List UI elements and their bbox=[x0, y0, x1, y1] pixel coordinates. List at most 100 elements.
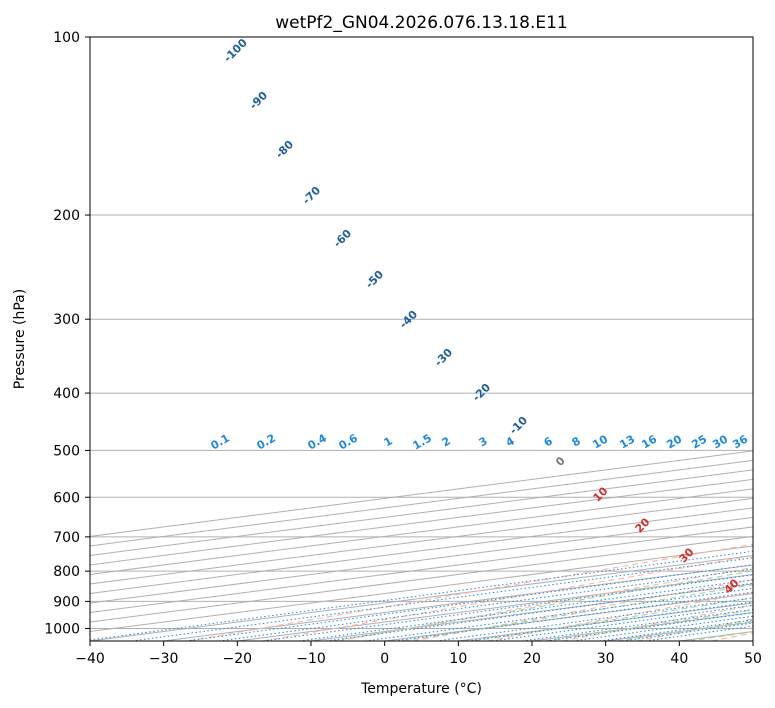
mixing-ratio-lines bbox=[90, 550, 753, 641]
mixing-ratio-label: 13 bbox=[617, 433, 637, 452]
x-tick-label: −20 bbox=[223, 651, 253, 667]
isotherm-line bbox=[90, 516, 753, 604]
mixing-ratio-label: 2 bbox=[440, 434, 453, 449]
x-tick-label: 10 bbox=[449, 651, 467, 667]
dry-adiabats bbox=[188, 543, 753, 641]
mixing-ratio-line bbox=[522, 608, 753, 641]
moist-adiabats bbox=[331, 570, 753, 641]
isotherm-line bbox=[679, 630, 753, 641]
mixing-ratio-label: 36 bbox=[730, 432, 750, 451]
grid-layer bbox=[90, 37, 753, 641]
isotherm-line bbox=[90, 478, 753, 566]
mixing-ratio-line bbox=[131, 557, 753, 641]
chart-title: wetPf2_GN04.2026.076.13.18.E11 bbox=[275, 13, 567, 33]
x-axis: −40 −30 −20 −10 0 10 20 30 40 50 bbox=[75, 641, 762, 667]
dry-adiabat bbox=[263, 555, 753, 641]
isotherm-line bbox=[90, 526, 753, 613]
y-tick-label: 700 bbox=[53, 530, 80, 546]
mixing-ratio-line bbox=[326, 582, 753, 641]
dry-adiabat bbox=[562, 604, 753, 641]
isotherm-label: -100 bbox=[221, 36, 250, 65]
moist-adiabat-label: 30 bbox=[677, 545, 697, 565]
isotherm-label: -60 bbox=[331, 227, 354, 250]
isotherm-line bbox=[310, 583, 753, 641]
y-tick-label: 300 bbox=[53, 312, 80, 328]
mixing-ratio-line bbox=[492, 604, 753, 641]
isotherm-label: -10 bbox=[507, 414, 530, 437]
moist-adiabat-label: 0 bbox=[553, 454, 568, 469]
isotherm-line bbox=[90, 488, 753, 575]
mixing-ratio-line bbox=[262, 574, 753, 641]
isotherm-label: -20 bbox=[470, 381, 493, 404]
mixing-ratio-line bbox=[467, 601, 753, 641]
y-tick-label: 600 bbox=[53, 490, 80, 506]
dry-adiabat bbox=[487, 591, 753, 641]
mixing-ratio-label: 25 bbox=[689, 433, 709, 452]
x-tick-label: 0 bbox=[380, 651, 389, 667]
mixing-ratio-line bbox=[572, 615, 753, 641]
moist-adiabat bbox=[544, 609, 753, 641]
isopleth-labels: -100 -90 -80-70 -60 -50 -40 -30 -20 -10 0.1 0.2 0.4… bbox=[209, 36, 751, 597]
y-tick-label: 100 bbox=[53, 30, 80, 46]
mixing-ratio-label: 0.6 bbox=[337, 431, 361, 452]
mixing-ratio-label: 3 bbox=[477, 434, 490, 449]
moist-adiabat bbox=[689, 631, 753, 641]
isotherm-line bbox=[90, 535, 753, 623]
y-tick-label: 800 bbox=[53, 564, 80, 580]
isotherm-line bbox=[90, 497, 753, 585]
isotherm-line bbox=[752, 640, 753, 641]
y-tick-label: 400 bbox=[53, 386, 80, 402]
y-tick-label: 500 bbox=[53, 443, 80, 459]
y-tick-label: 900 bbox=[53, 594, 80, 610]
moist-adiabat-label: 40 bbox=[722, 576, 742, 596]
mixing-ratio-label: 1.5 bbox=[411, 431, 434, 452]
mixing-ratio-line bbox=[645, 625, 753, 641]
isotherm-line bbox=[90, 450, 753, 537]
mixing-ratio-label: 30 bbox=[710, 432, 730, 451]
moist-adiabat bbox=[331, 570, 753, 641]
x-axis-title: Temperature (°C) bbox=[360, 681, 482, 697]
mixing-ratio-line bbox=[90, 550, 753, 641]
mixing-ratio-line bbox=[185, 564, 753, 641]
isotherm-line bbox=[90, 507, 753, 594]
moist-adiabat-label: 10 bbox=[591, 484, 611, 504]
mixing-ratio-label: 0.1 bbox=[209, 431, 232, 452]
isotherm-label: -80 bbox=[273, 138, 296, 161]
isotherm-line bbox=[458, 602, 753, 641]
moist-adiabat bbox=[473, 597, 753, 641]
y-axis: 100 200 300 400 500 600 700 800 900 1000 bbox=[44, 30, 90, 637]
x-tick-label: 20 bbox=[523, 651, 541, 667]
isotherm-label: -40 bbox=[397, 308, 420, 331]
mixing-ratio-label: 0.4 bbox=[306, 431, 330, 452]
isotherm-line bbox=[90, 554, 753, 641]
moist-adiabat bbox=[616, 620, 753, 641]
plot-frame bbox=[89, 36, 754, 642]
isotherm-label: -90 bbox=[247, 89, 270, 112]
isotherm-line bbox=[90, 459, 753, 547]
y-tick-label: 1000 bbox=[44, 621, 80, 637]
x-tick-label: −30 bbox=[149, 651, 179, 667]
mixing-ratio-label: 1 bbox=[382, 434, 395, 449]
isotherm-label: -50 bbox=[363, 268, 386, 291]
x-tick-label: 40 bbox=[670, 651, 688, 667]
mixing-ratio-label: 10 bbox=[590, 432, 610, 451]
mixing-ratio-label: 20 bbox=[664, 432, 684, 451]
x-tick-label: 30 bbox=[597, 651, 615, 667]
mixing-ratio-line bbox=[546, 612, 753, 641]
isotherm-label: -70 bbox=[300, 184, 323, 207]
dry-adiabat bbox=[636, 618, 753, 641]
y-tick-label: 200 bbox=[53, 208, 80, 224]
mixing-ratio-label: 16 bbox=[639, 432, 659, 451]
isotherm-line bbox=[90, 469, 753, 556]
moist-adiabat bbox=[403, 584, 753, 641]
isotherm-line bbox=[237, 573, 753, 641]
x-tick-label: −10 bbox=[296, 651, 326, 667]
x-tick-label: −40 bbox=[75, 651, 105, 667]
mixing-ratio-label: 0.2 bbox=[255, 431, 278, 452]
isotherm-label: -30 bbox=[432, 346, 455, 369]
mixing-ratio-label: 6 bbox=[542, 434, 555, 449]
mixing-ratio-label: 8 bbox=[570, 434, 583, 449]
dry-adiabat bbox=[338, 567, 753, 641]
x-tick-label: 50 bbox=[744, 651, 762, 667]
